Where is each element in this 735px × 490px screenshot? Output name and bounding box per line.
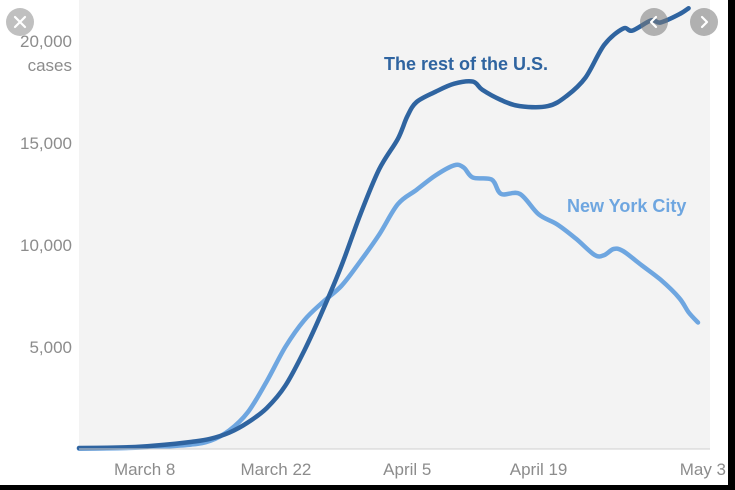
annotation-new-york-city: New York City	[567, 196, 686, 216]
series-line-rest-of-us	[76, 5, 691, 451]
close-button[interactable]	[6, 8, 34, 36]
x-tick-label: March 22	[241, 460, 312, 479]
series-layer	[76, 5, 701, 451]
x-tick-label: April 5	[383, 460, 431, 479]
annotation-layer: The rest of the U.S. New York City	[384, 54, 686, 216]
y-tick-label: 15,000	[20, 134, 72, 153]
y-tick-label: 10,000	[20, 236, 72, 255]
y-unit-label: cases	[28, 56, 72, 75]
chevron-left-icon	[648, 15, 660, 29]
close-icon	[13, 15, 27, 29]
previous-button[interactable]	[640, 8, 668, 36]
plot-background	[79, 0, 710, 449]
annotation-rest-of-us: The rest of the U.S.	[384, 54, 548, 74]
next-button[interactable]	[690, 8, 718, 36]
y-axis: 5,000 10,000 15,000 20,000 cases	[20, 32, 72, 357]
y-tick-label: 20,000	[20, 32, 72, 51]
x-tick-label: March 8	[114, 460, 175, 479]
x-axis: March 8 March 22 April 5 April 19 May 3	[114, 460, 726, 479]
chevron-right-icon	[698, 15, 710, 29]
x-tick-label: May 3	[680, 460, 726, 479]
y-tick-label: 5,000	[29, 338, 72, 357]
x-tick-label: April 19	[510, 460, 568, 479]
